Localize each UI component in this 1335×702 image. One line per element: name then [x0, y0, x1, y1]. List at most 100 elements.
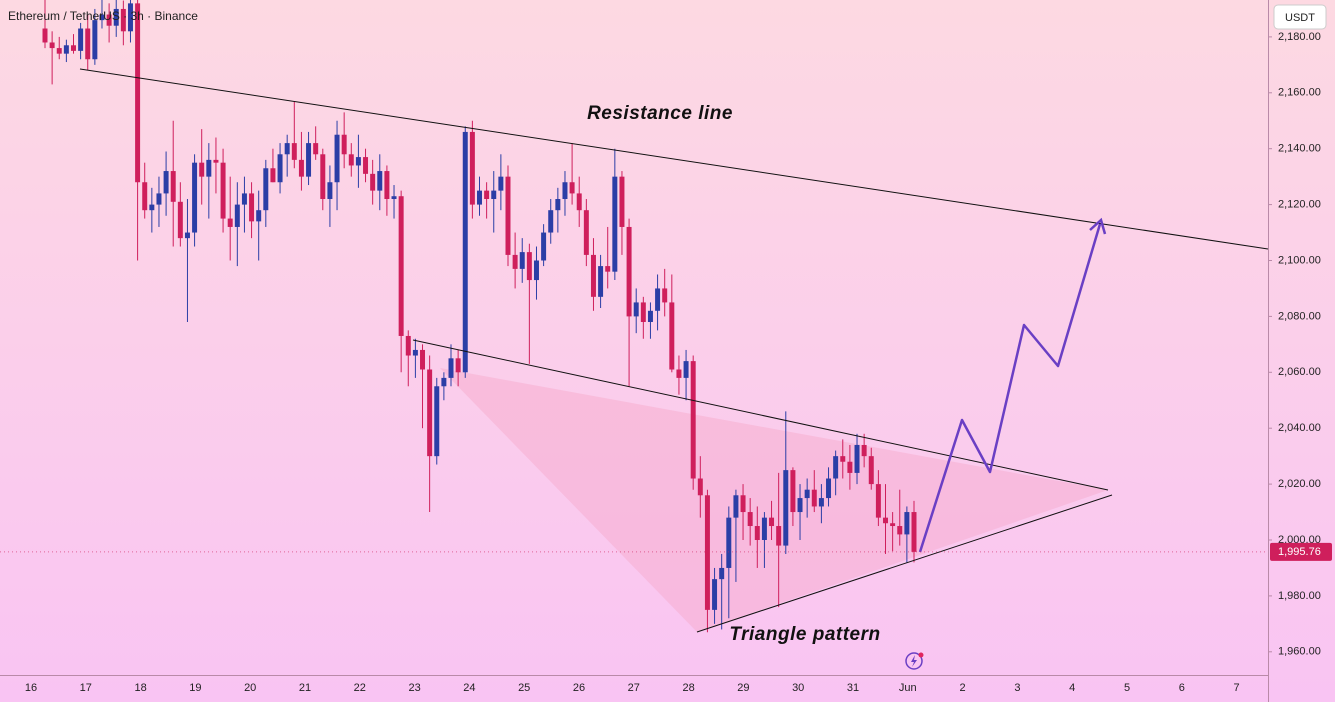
- candle-body: [826, 478, 832, 499]
- candle-body: [256, 210, 262, 222]
- x-tick-label: 2: [960, 682, 966, 694]
- x-tick-label: 27: [628, 682, 640, 694]
- x-tick-label: 23: [408, 682, 420, 694]
- candle-body: [213, 159, 219, 163]
- icon-dot: [918, 652, 924, 658]
- candle-body: [769, 517, 775, 527]
- candle-body: [249, 193, 255, 222]
- candle-body: [662, 288, 668, 303]
- candle-body: [363, 157, 369, 174]
- candle-body: [85, 28, 91, 60]
- candle-body: [605, 266, 611, 272]
- candle-body: [184, 232, 190, 239]
- candle-body: [526, 252, 532, 281]
- candle-body: [220, 162, 226, 219]
- y-tick-label: 1,980.00: [1278, 590, 1321, 602]
- y-tick-label: 2,060.00: [1278, 366, 1321, 378]
- candle-body: [78, 28, 84, 51]
- x-tick-label: 26: [573, 682, 585, 694]
- candle-body: [434, 386, 440, 457]
- candle-body: [227, 218, 233, 227]
- candle-body: [49, 42, 55, 49]
- x-tick-label: 22: [354, 682, 366, 694]
- candle-body: [576, 193, 582, 211]
- candle-body: [911, 512, 917, 552]
- candle-body: [840, 456, 846, 462]
- candle-body: [833, 456, 839, 479]
- candle-body: [298, 159, 304, 177]
- x-tick-label: 18: [134, 682, 146, 694]
- candle-body: [156, 193, 162, 205]
- projection-path: [918, 223, 1102, 553]
- x-tick-label: 20: [244, 682, 256, 694]
- y-tick-label: 2,140.00: [1278, 143, 1321, 155]
- candle-body: [270, 168, 276, 183]
- candle-body: [740, 495, 746, 513]
- last-price-tag: [1270, 542, 1332, 561]
- candle-body: [370, 173, 376, 191]
- candle-body: [92, 20, 98, 60]
- candle-body: [655, 288, 661, 311]
- x-tick-label: 17: [80, 682, 92, 694]
- candle-body: [818, 498, 824, 507]
- candle-body: [690, 361, 696, 479]
- candle-body: [719, 567, 725, 580]
- y-tick-label: 1,960.00: [1278, 646, 1321, 658]
- candle-body: [199, 162, 205, 177]
- candle-body: [42, 28, 48, 43]
- plot-area: [42, 0, 1108, 633]
- alert-icon[interactable]: [905, 652, 924, 670]
- x-tick-label: 19: [189, 682, 201, 694]
- candle-body: [669, 302, 675, 370]
- candle-body: [776, 526, 782, 546]
- candle-body: [633, 302, 639, 317]
- currency-box[interactable]: [1273, 4, 1327, 30]
- candle-body: [149, 204, 155, 211]
- x-tick-label: Jun: [899, 682, 917, 694]
- candle-body: [420, 349, 426, 370]
- candle-body: [412, 349, 418, 356]
- candle-body: [612, 176, 618, 272]
- x-tick-label: 16: [25, 682, 37, 694]
- candle-body: [234, 204, 240, 227]
- currency-label: USDT: [1285, 12, 1315, 24]
- x-tick-label: 6: [1179, 682, 1185, 694]
- x-tick-label: 24: [463, 682, 475, 694]
- candle-body: [512, 254, 518, 269]
- candle-body: [355, 157, 361, 166]
- candle-body: [804, 489, 810, 499]
- y-tick-label: 2,040.00: [1278, 422, 1321, 434]
- y-tick-label: 2,080.00: [1278, 310, 1321, 322]
- x-tick-label: 31: [847, 682, 859, 694]
- candle-body: [142, 182, 148, 211]
- candle-body: [761, 517, 767, 540]
- x-tick-label: 7: [1234, 682, 1240, 694]
- candle-body: [548, 210, 554, 233]
- icon-bolt: [911, 655, 917, 667]
- candle-body: [598, 266, 604, 297]
- y-tick-label: 2,020.00: [1278, 478, 1321, 490]
- candle-body: [384, 171, 390, 200]
- y-tick-label: 2,120.00: [1278, 199, 1321, 211]
- candle-body: [427, 369, 433, 457]
- candle-body: [712, 579, 718, 610]
- candle-body: [334, 134, 340, 183]
- candle-body: [341, 134, 347, 155]
- y-tick-label: 2,100.00: [1278, 254, 1321, 266]
- candle-body: [754, 526, 760, 540]
- candle-body: [541, 232, 547, 261]
- candle-body: [377, 171, 383, 191]
- candle-body: [462, 131, 468, 373]
- candle-body: [897, 526, 903, 535]
- candle-body: [320, 154, 326, 200]
- candle-body: [177, 201, 183, 239]
- candle-body: [861, 444, 867, 457]
- x-tick-label: 4: [1069, 682, 1075, 694]
- candle-body: [263, 168, 269, 211]
- candle-body: [555, 199, 561, 211]
- candle-body: [120, 8, 126, 32]
- y-tick-label: 2,160.00: [1278, 87, 1321, 99]
- candle-body: [306, 143, 312, 177]
- x-tick-label: 30: [792, 682, 804, 694]
